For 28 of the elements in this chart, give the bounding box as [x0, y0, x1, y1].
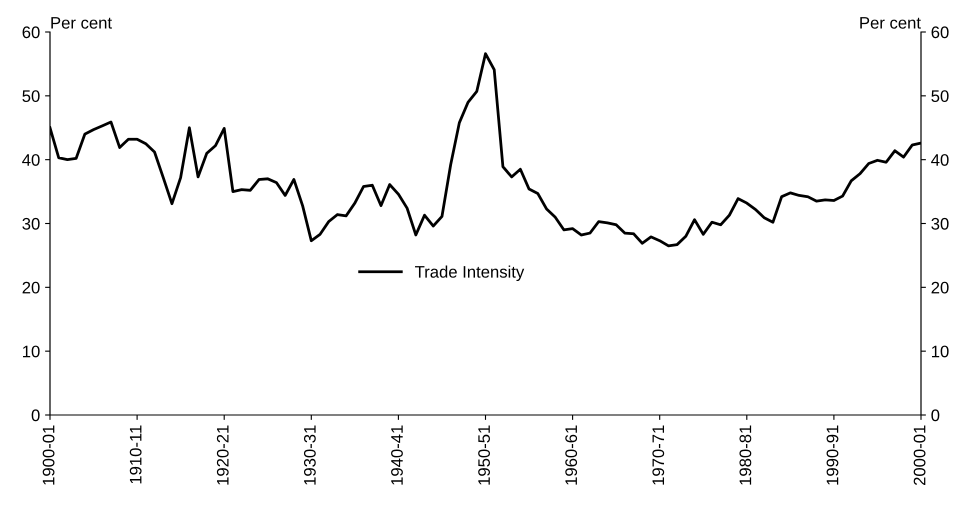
- x-tick-label: 1950-51: [478, 426, 490, 485]
- x-tick-label: 1940-41: [391, 426, 403, 485]
- y-tick-label: 10: [23, 346, 40, 358]
- x-tick-label: 1960-61: [565, 426, 578, 485]
- y-tick-label: 50: [22, 90, 40, 102]
- x-tick-label: 2000-01: [914, 426, 926, 486]
- x-tick-label: 1980-81: [739, 426, 752, 485]
- y2-tick-label: 30: [931, 218, 949, 230]
- y2-tick-label: 60: [932, 26, 949, 38]
- x-tick-label: 1970-71: [652, 426, 664, 485]
- legend-label: Trade Intensity: [415, 266, 524, 282]
- y2-tick-label: 0: [931, 409, 940, 422]
- y-tick-label: 60: [22, 26, 40, 38]
- y-axis-title: Per cent: [51, 17, 112, 29]
- y2-tick-label: 10: [932, 346, 949, 358]
- y-tick-label: 0: [32, 409, 40, 422]
- x-tick-label: 1930-31: [304, 426, 316, 485]
- x-tick-label: 1990-91: [826, 426, 838, 485]
- y-tick-label: 40: [22, 154, 40, 166]
- y2-axis-title: Per cent: [860, 17, 921, 29]
- x-tick-label: 1920-21: [216, 426, 229, 485]
- x-tick-label: 1910-11: [130, 426, 142, 484]
- y2-tick-label: 40: [931, 154, 949, 166]
- y2-tick-label: 20: [932, 282, 949, 294]
- y-tick-label: 30: [22, 218, 40, 230]
- y2-tick-label: 50: [931, 90, 949, 102]
- y-tick-label: 20: [22, 282, 40, 294]
- x-tick-label: 1900-01: [42, 426, 54, 485]
